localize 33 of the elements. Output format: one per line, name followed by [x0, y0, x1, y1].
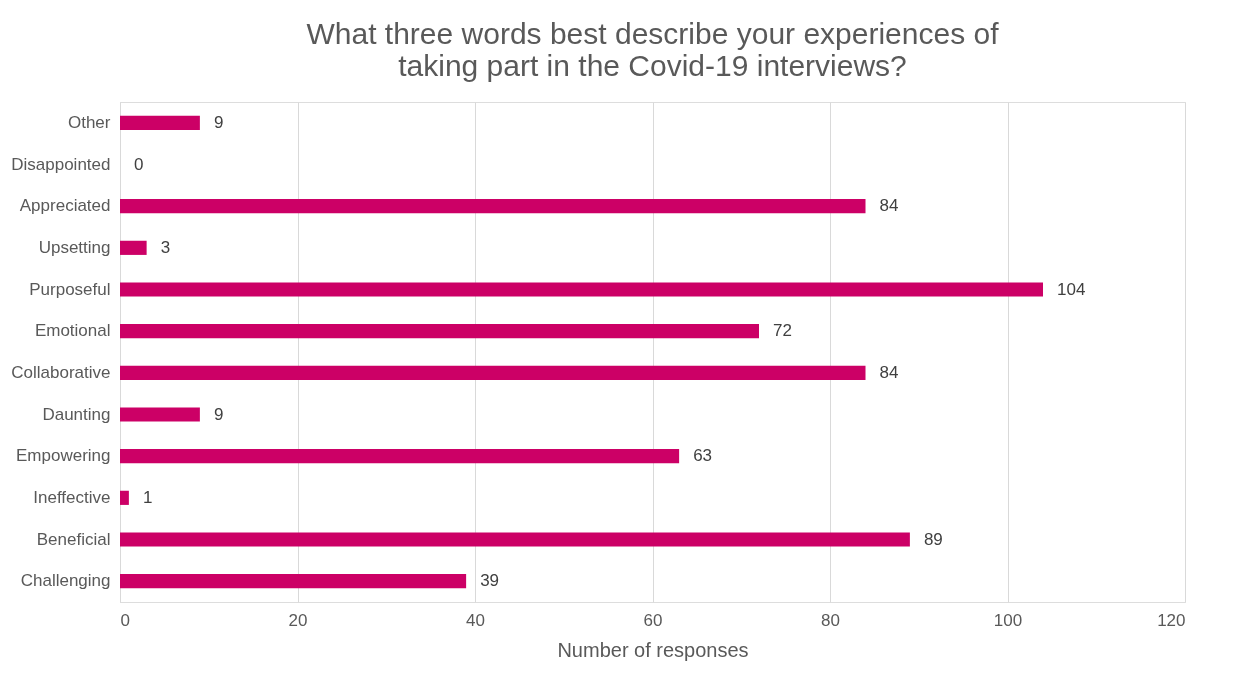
data-label: 84 — [879, 196, 899, 216]
data-label: 104 — [1057, 279, 1086, 299]
x-tick-label: 80 — [821, 610, 840, 630]
data-label: 1 — [142, 487, 153, 507]
x-tick-label: 60 — [643, 610, 663, 630]
x-tick-label: 120 — [1157, 610, 1186, 630]
y-tick-label: Collaborative — [11, 362, 111, 382]
x-tick-label: 100 — [993, 610, 1023, 630]
data-label: 0 — [134, 154, 144, 174]
data-label: 89 — [923, 529, 943, 549]
data-label: 9 — [213, 404, 224, 424]
y-tick-label: Empowering — [16, 446, 111, 466]
data-label: 3 — [160, 237, 171, 257]
data-label: 84 — [879, 362, 899, 382]
x-axis-title: Number of responses — [557, 638, 749, 661]
y-tick-label: Purposeful — [29, 279, 111, 299]
data-label: 72 — [773, 321, 792, 341]
y-tick-label: Emotional — [34, 321, 111, 341]
chart-title: What three words best describe your experiences of taking part in the Covid-19 interviews? — [306, 17, 1000, 82]
y-tick-label: Daunting — [42, 404, 111, 424]
y-tick-label: Challenging — [20, 571, 111, 591]
y-tick-label: Ineffective — [33, 487, 111, 507]
data-label: 9 — [213, 112, 224, 132]
y-tick-label: Other — [67, 112, 111, 132]
y-tick-label: Upsetting — [38, 237, 111, 257]
y-tick-label: Disappointed — [11, 154, 111, 174]
data-label: 63 — [693, 446, 713, 466]
x-tick-label: 20 — [288, 610, 308, 630]
y-tick-label: Appreciated — [19, 196, 111, 216]
y-tick-label: Beneficial — [36, 529, 111, 549]
x-tick-label: 0 — [120, 610, 130, 630]
x-tick-label: 40 — [466, 610, 485, 630]
data-label: 39 — [480, 571, 500, 591]
